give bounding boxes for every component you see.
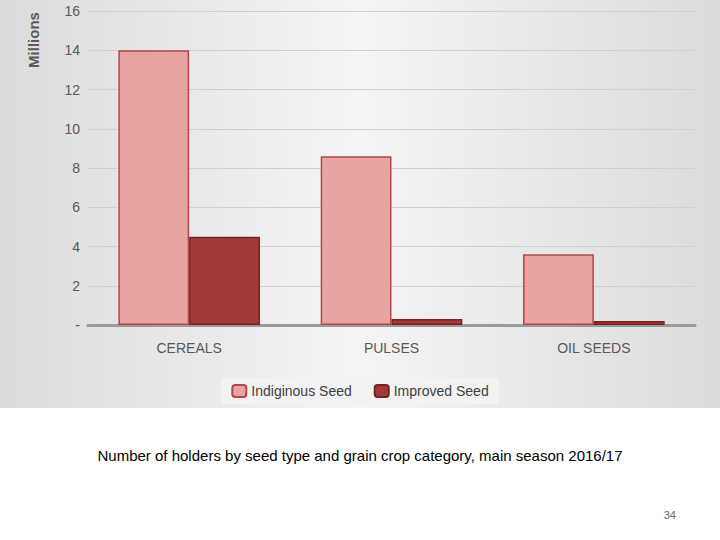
svg-text:Millions: Millions — [25, 12, 42, 68]
svg-text:2: 2 — [72, 278, 80, 294]
svg-text:16: 16 — [64, 3, 80, 19]
svg-text:Indiginous Seed: Indiginous Seed — [251, 383, 351, 399]
svg-text:CEREALS: CEREALS — [156, 340, 221, 356]
svg-text:12: 12 — [64, 82, 80, 98]
svg-text:10: 10 — [64, 121, 80, 137]
svg-text:-: - — [75, 317, 80, 333]
svg-text:8: 8 — [72, 160, 80, 176]
svg-text:4: 4 — [72, 239, 80, 255]
svg-text:14: 14 — [64, 42, 80, 58]
svg-text:34: 34 — [664, 509, 676, 521]
svg-text:Number of holders by seed type: Number of holders by seed type and grain… — [97, 447, 622, 464]
svg-text:OIL SEEDS: OIL SEEDS — [557, 340, 630, 356]
svg-text:Improved Seed: Improved Seed — [394, 383, 489, 399]
svg-text:6: 6 — [72, 199, 80, 215]
svg-text:PULSES: PULSES — [364, 340, 419, 356]
